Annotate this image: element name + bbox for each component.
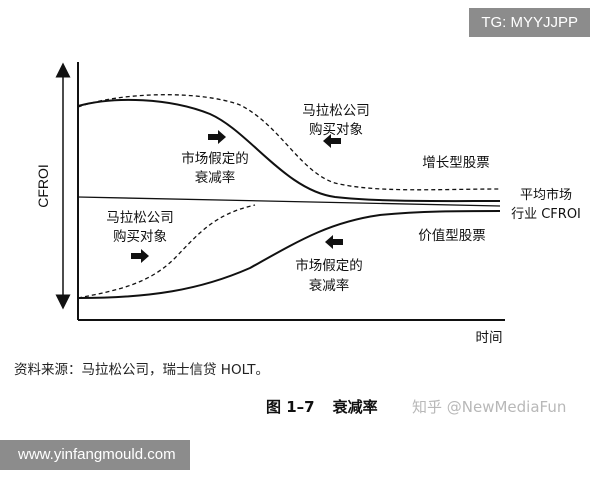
- value-solid-curve: [77, 210, 501, 299]
- market-average-label-1: 平均市场: [520, 187, 572, 203]
- growth-solid-curve: [77, 98, 501, 203]
- growth-stock-label: 增长型股票: [422, 155, 490, 171]
- source-note: 资料来源：马拉松公司，瑞士信贷 HOLT。: [14, 362, 269, 378]
- arrow-left-top: [323, 134, 341, 148]
- figure-number: 图 1–7: [266, 398, 315, 416]
- zhihu-watermark: 知乎 @NewMediaFun: [412, 398, 567, 416]
- fade-label-bottom-1: 市场假定的: [295, 257, 363, 274]
- figure-caption: 图 1–7 衰减率: [266, 396, 378, 417]
- y-axis-label: CFROI: [35, 164, 51, 208]
- buy-label-top-2: 购买对象: [309, 122, 363, 138]
- watermark-tag: TG: MYYJJPP: [469, 8, 590, 37]
- market-average-label-2: 行业 CFROI: [511, 207, 581, 222]
- watermark-url: www.yinfangmould.com: [0, 440, 190, 470]
- buy-label-top-1: 马拉松公司: [302, 103, 370, 119]
- x-axis-label: 时间: [476, 330, 503, 346]
- fade-label-top-1: 市场假定的: [181, 150, 249, 167]
- buy-label-bottom-1: 马拉松公司: [106, 210, 174, 226]
- fade-label-top-2: 衰减率: [195, 169, 236, 186]
- arrow-right-top: [208, 130, 226, 144]
- value-stock-label: 价值型股票: [418, 228, 486, 244]
- value-dashed-curve: [77, 204, 256, 299]
- arrow-right-bottom: [131, 249, 149, 263]
- buy-label-bottom-2: 购买对象: [113, 229, 167, 245]
- fade-label-bottom-2: 衰减率: [309, 277, 350, 294]
- growth-dashed-curve: [77, 94, 501, 191]
- arrow-left-bottom: [325, 235, 343, 249]
- figure-title: 衰减率: [332, 398, 378, 416]
